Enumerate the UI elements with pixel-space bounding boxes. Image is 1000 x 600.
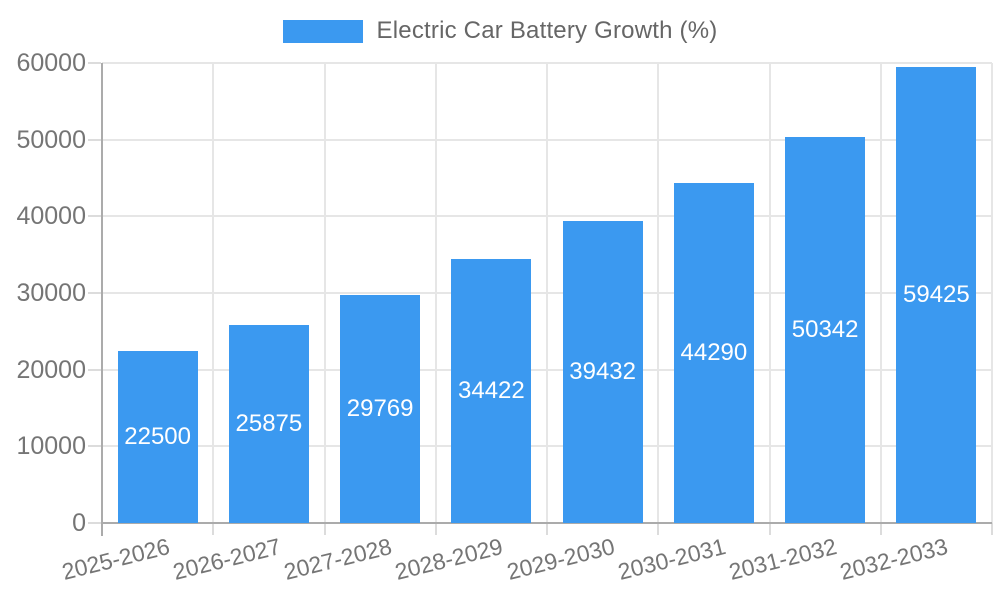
x-tick-label: 2030-2031 — [615, 533, 729, 585]
legend-series-label: Electric Car Battery Growth (%) — [376, 17, 718, 44]
bar-value-label: 39432 — [569, 357, 636, 385]
bar: 39432 — [562, 220, 643, 523]
x-tick-mark — [212, 523, 215, 535]
y-tick-label: 0 — [72, 509, 86, 537]
x-tick-mark — [991, 523, 993, 535]
x-tick-mark — [323, 523, 326, 535]
x-gridline — [323, 63, 326, 523]
bar: 25875 — [228, 324, 309, 523]
y-tick-mark — [88, 368, 101, 371]
x-tick-label: 2031-2032 — [726, 533, 840, 585]
x-axis-line — [101, 522, 992, 524]
bar-value-label: 29769 — [346, 394, 414, 422]
y-tick-label: 10000 — [16, 432, 86, 461]
y-tick-mark — [88, 62, 101, 64]
bar: 50342 — [785, 137, 866, 523]
bar-value-label: 59425 — [903, 281, 970, 309]
bar: 44290 — [673, 183, 754, 523]
bar: 34422 — [451, 259, 532, 523]
x-tick-label: 2027-2028 — [281, 533, 395, 585]
bar-value-label: 50342 — [791, 316, 859, 343]
x-tick-label: 2032-2033 — [837, 533, 951, 585]
y-axis-line — [101, 63, 103, 536]
x-gridline — [657, 63, 660, 523]
y-tick-mark — [88, 292, 101, 294]
x-tick-mark — [879, 523, 882, 535]
x-gridline — [991, 63, 993, 523]
y-tick-label: 20000 — [16, 355, 86, 384]
y-tick-label: 30000 — [16, 279, 86, 307]
x-gridline — [212, 63, 215, 523]
y-tick-mark — [88, 445, 101, 448]
plot-area: 22500 25875 29769 34422 39432 44290 50342 59425 — [88, 62, 993, 536]
x-tick-label: 2028-2029 — [392, 533, 506, 585]
x-tick-mark — [434, 523, 437, 535]
bar-value-label: 34422 — [458, 377, 525, 405]
bar: 22500 — [117, 350, 198, 523]
y-tick-mark — [88, 522, 101, 524]
x-tick-mark — [657, 523, 660, 535]
x-tick-mark — [768, 523, 771, 535]
bar-value-label: 22500 — [124, 422, 191, 450]
legend-color-swatch — [282, 19, 363, 43]
y-tick-mark — [88, 215, 101, 218]
bar: 59425 — [896, 67, 977, 523]
x-tick-mark — [546, 523, 548, 535]
x-gridline — [434, 63, 437, 523]
x-gridline — [768, 63, 771, 523]
x-gridline — [546, 63, 548, 523]
y-tick-label: 60000 — [16, 49, 86, 77]
bar-value-label: 44290 — [680, 339, 748, 367]
bar: 29769 — [340, 294, 421, 523]
y-tick-label: 50000 — [16, 125, 86, 154]
x-tick-label: 2026-2027 — [170, 533, 284, 585]
y-tick-label: 40000 — [16, 202, 86, 231]
chart-legend: Electric Car Battery Growth (%) — [0, 17, 1000, 45]
x-tick-label: 2025-2026 — [58, 533, 172, 585]
y-tick-mark — [88, 138, 101, 141]
legend-item[interactable]: Electric Car Battery Growth (%) — [282, 17, 718, 45]
x-tick-label: 2029-2030 — [503, 533, 617, 585]
bar-value-label: 25875 — [235, 409, 303, 437]
x-gridline — [879, 63, 882, 523]
